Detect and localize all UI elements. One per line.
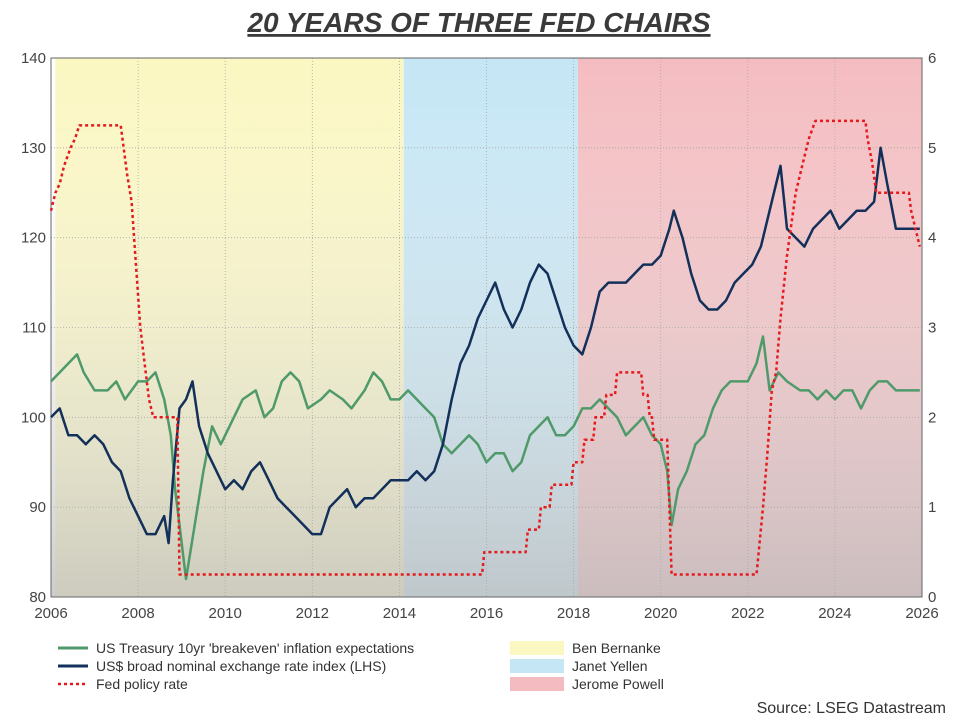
x-tick-label: 2008 (121, 605, 154, 622)
legend-swatch-yellen (510, 659, 564, 673)
left-axis-ticks: 80 90 100 110 120 130 140 (21, 50, 46, 606)
x-tick-label: 2014 (383, 605, 416, 622)
x-tick-label: 2012 (296, 605, 329, 622)
right-axis-ticks: 0 1 2 3 4 5 6 (928, 50, 936, 606)
legend-label-fed: Fed policy rate (96, 676, 188, 692)
right-tick-label: 2 (928, 409, 936, 426)
x-tick-label: 2016 (470, 605, 503, 622)
x-tick-label: 2024 (818, 605, 851, 622)
plot-frame (50, 57, 923, 598)
x-tick-label: 2026 (905, 605, 938, 622)
right-tick-label: 0 (928, 589, 936, 606)
right-tick-label: 5 (928, 140, 936, 157)
x-tick-label: 2010 (209, 605, 242, 622)
left-tick-label: 130 (21, 140, 46, 157)
x-tick-label: 2020 (644, 605, 677, 622)
usd-index-line (50, 146, 920, 545)
legend-label-powell: Jerome Powell (572, 676, 664, 692)
legend-label-breakeven: US Treasury 10yr 'breakeven' inflation e… (96, 640, 414, 656)
legend-label-bernanke: Ben Bernanke (572, 640, 661, 656)
x-tick-label: 2022 (731, 605, 764, 622)
left-tick-label: 110 (22, 320, 46, 337)
right-tick-label: 1 (928, 499, 936, 516)
left-tick-label: 120 (21, 230, 46, 247)
left-tick-label: 100 (21, 409, 46, 426)
source-note: Source: LSEG Datastream (757, 700, 946, 717)
legend-label-usd: US$ broad nominal exchange rate index (L… (96, 658, 386, 674)
right-tick-label: 4 (928, 230, 936, 247)
left-tick-label: 140 (21, 50, 46, 67)
chart-title: 20 YEARS OF THREE FED CHAIRS (246, 7, 710, 38)
legend-label-yellen: Janet Yellen (572, 658, 648, 674)
x-tick-label: 2006 (34, 605, 67, 622)
left-tick-label: 80 (29, 589, 46, 606)
right-tick-label: 3 (928, 320, 936, 337)
x-axis-ticks: 2006 2008 2010 2012 2014 2016 2018 2020 2022 2024… (34, 605, 938, 622)
legend-swatch-bernanke (510, 641, 564, 655)
right-tick-label: 6 (928, 50, 936, 67)
series-lines (49, 119, 922, 581)
legend-swatch-powell (510, 677, 564, 691)
left-tick-label: 90 (29, 499, 46, 516)
x-tick-label: 2018 (557, 605, 590, 622)
fed-rate-line (49, 119, 922, 576)
legend: US Treasury 10yr 'breakeven' inflation e… (58, 640, 664, 692)
